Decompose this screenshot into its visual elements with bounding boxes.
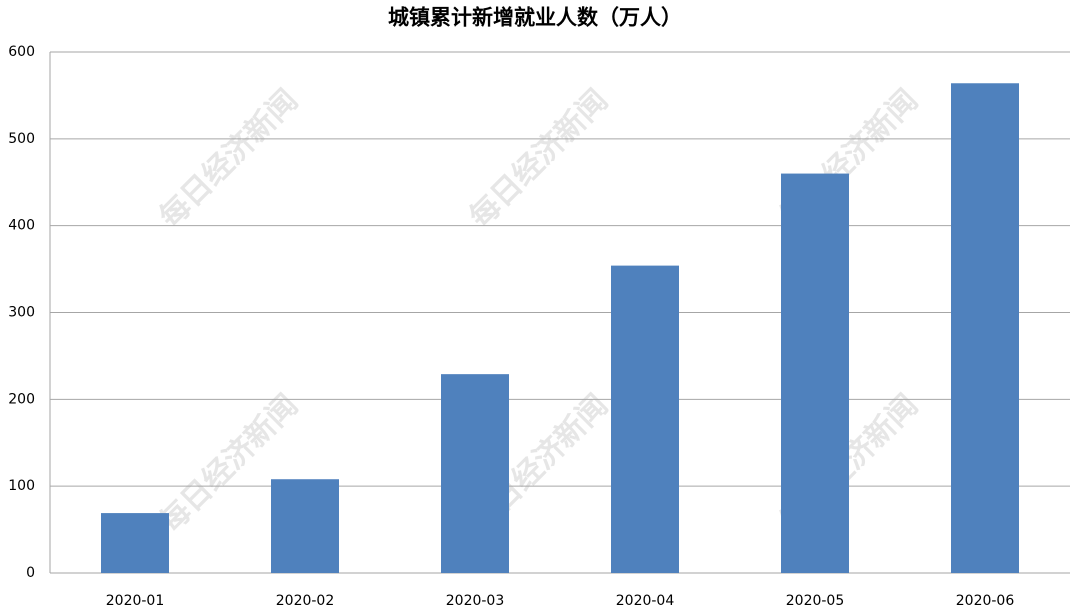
x-tick-label: 2020-04 [616, 593, 675, 609]
bar [271, 479, 339, 573]
bar [951, 83, 1019, 573]
y-tick-label: 300 [8, 305, 35, 321]
y-tick-label: 0 [26, 565, 35, 581]
x-tick-label: 2020-06 [956, 593, 1015, 609]
y-tick-label: 500 [8, 131, 35, 147]
y-tick-label: 100 [8, 478, 35, 494]
x-tick-label: 2020-02 [276, 593, 335, 609]
y-tick-label: 400 [8, 218, 35, 234]
y-tick-label: 600 [8, 44, 35, 60]
x-tick-label: 2020-01 [106, 593, 165, 609]
x-tick-label: 2020-03 [446, 593, 505, 609]
bar [441, 374, 509, 573]
chart-title: 城镇累计新增就业人数（万人） [388, 5, 682, 30]
x-tick-label: 2020-05 [786, 593, 845, 609]
y-tick-label: 200 [8, 391, 35, 407]
bar [611, 265, 679, 573]
bar [101, 513, 169, 573]
bar [781, 173, 849, 574]
